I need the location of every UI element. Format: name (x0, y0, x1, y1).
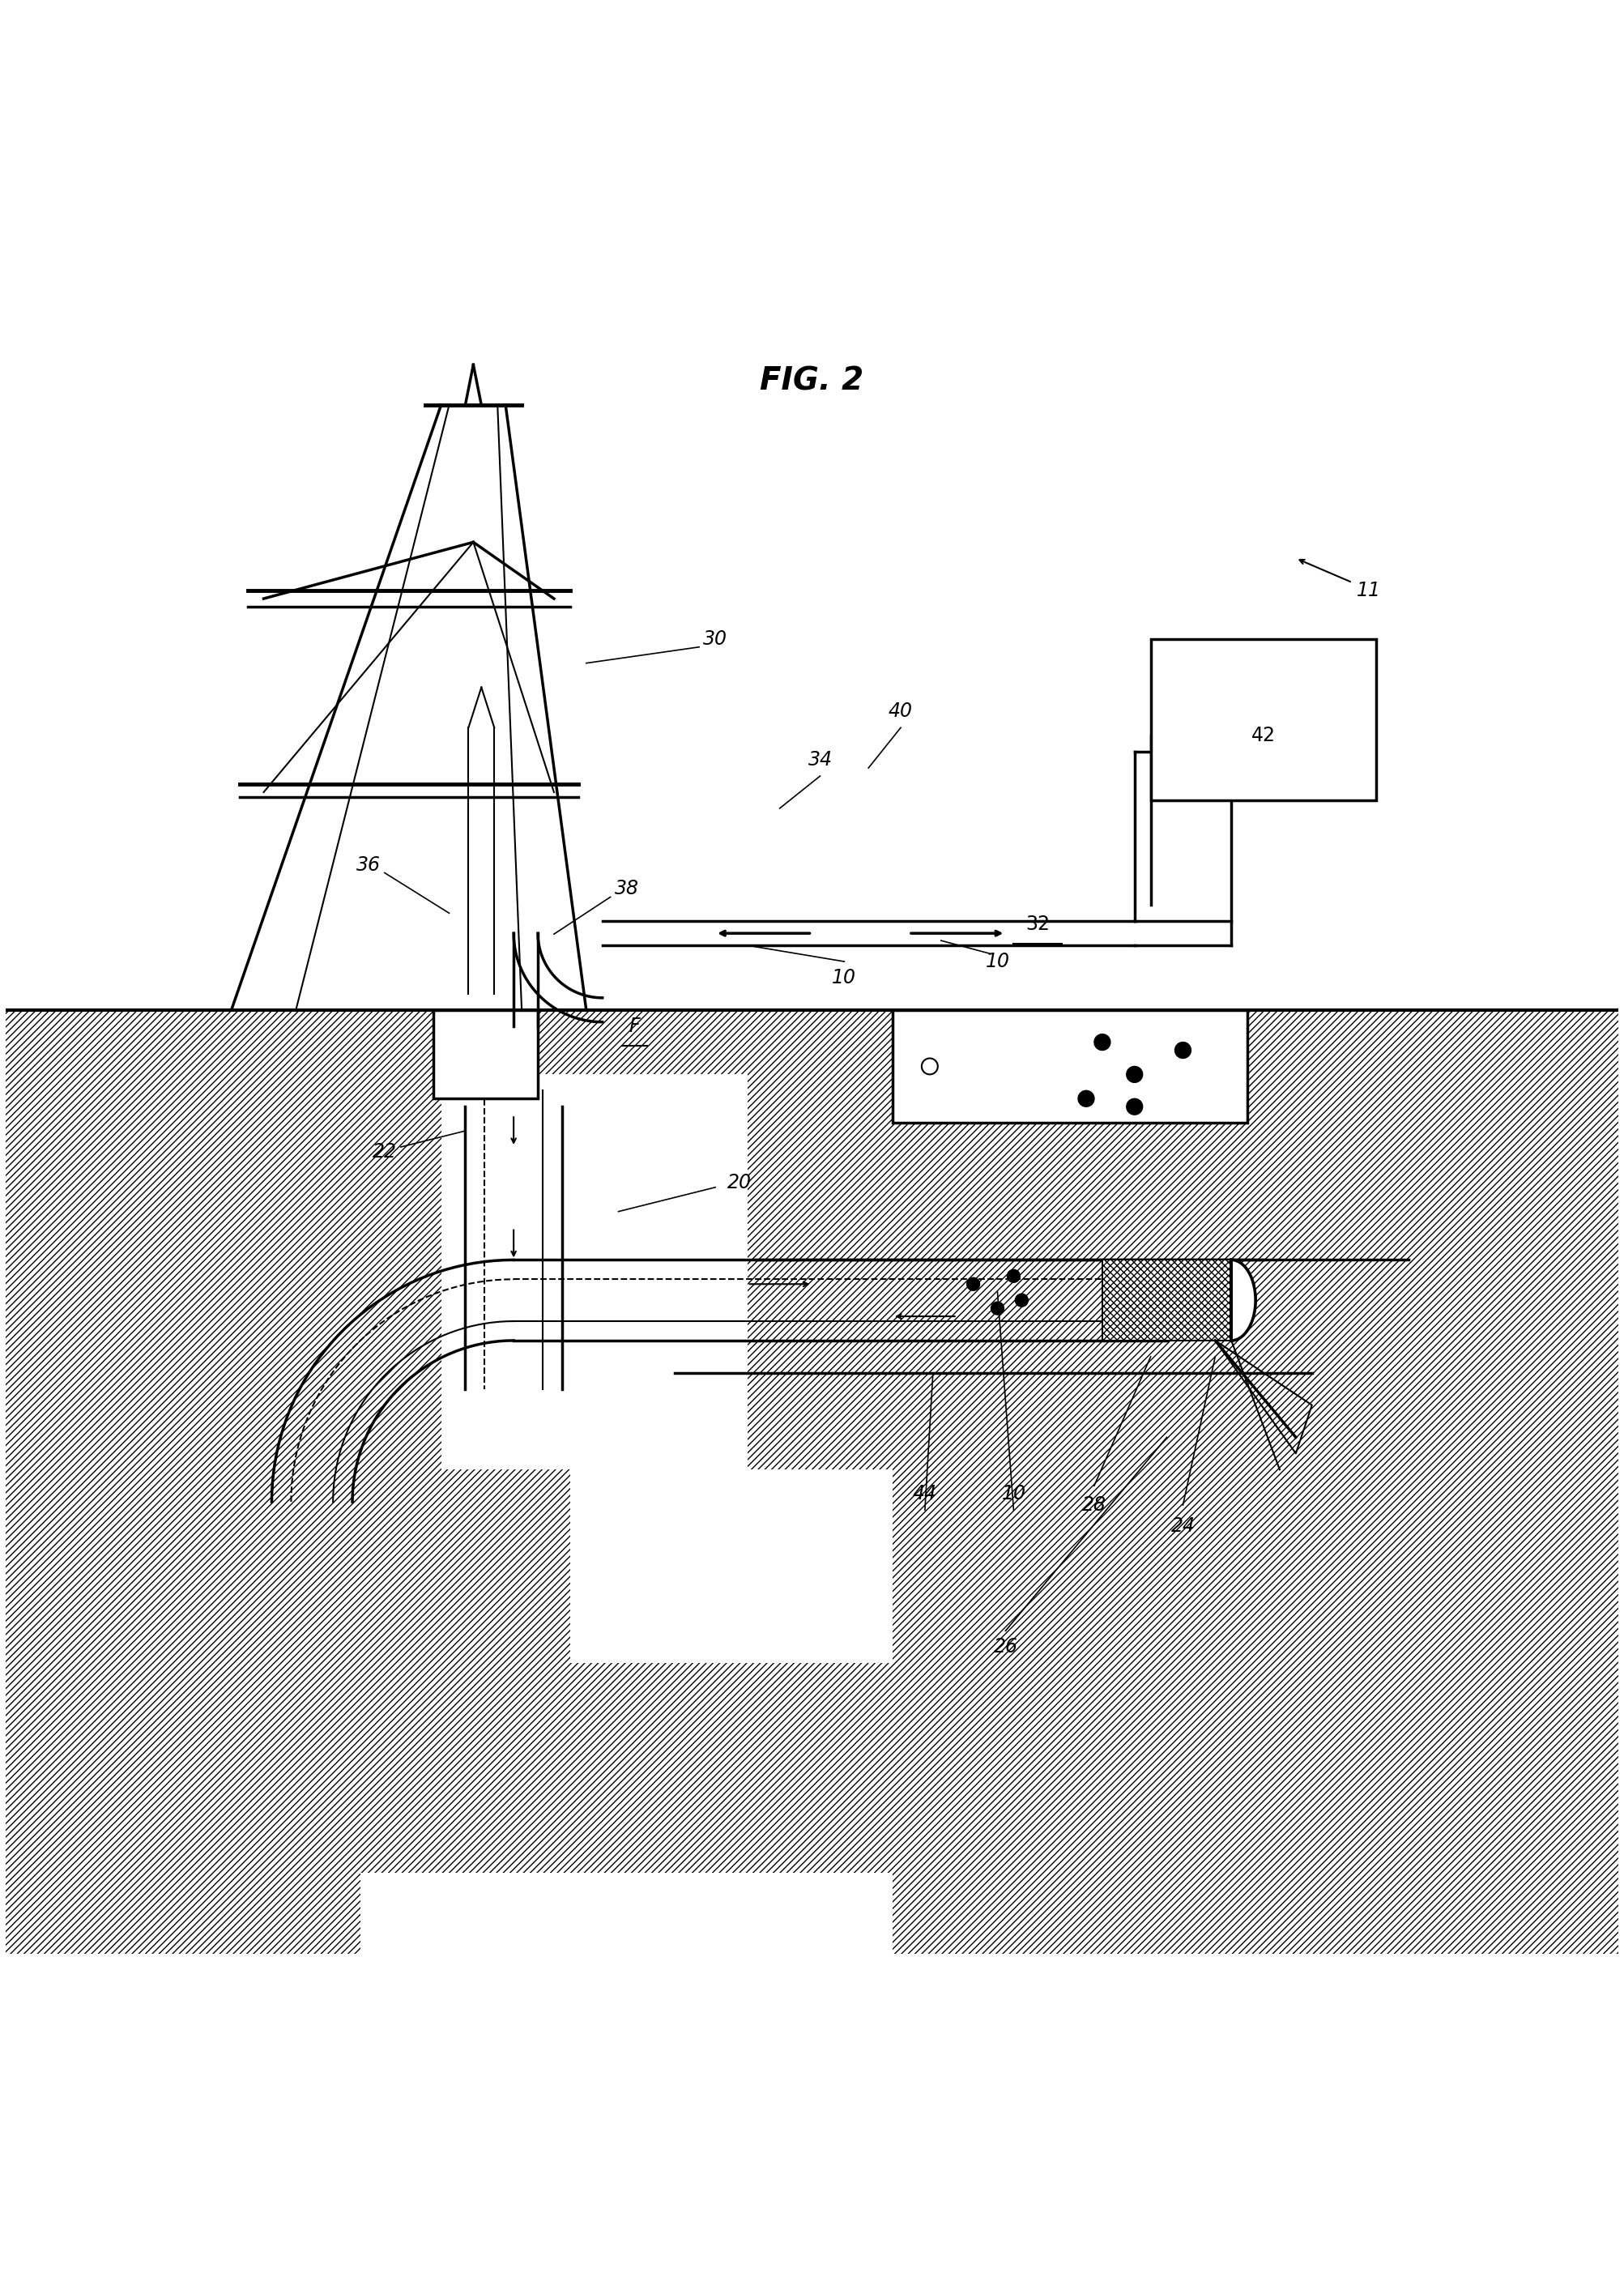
Circle shape (991, 1301, 1004, 1314)
Polygon shape (5, 1074, 442, 1470)
Polygon shape (1231, 1259, 1255, 1340)
Polygon shape (5, 1663, 570, 1872)
Circle shape (966, 1278, 979, 1292)
Polygon shape (1103, 1259, 1231, 1340)
Circle shape (1127, 1067, 1143, 1083)
Text: 10: 10 (986, 952, 1010, 970)
Text: F: F (628, 1016, 640, 1037)
Text: 22: 22 (372, 1142, 396, 1161)
Text: 30: 30 (703, 629, 728, 649)
Polygon shape (893, 1470, 1619, 1954)
Text: 20: 20 (728, 1172, 752, 1193)
Circle shape (1095, 1035, 1111, 1051)
Circle shape (1127, 1099, 1143, 1115)
Text: 34: 34 (807, 750, 831, 768)
Text: 32: 32 (1026, 915, 1051, 934)
Bar (893, 1009, 1247, 1122)
Text: 40: 40 (888, 702, 913, 720)
Polygon shape (5, 1470, 570, 1663)
Bar (434, 1009, 538, 1099)
Text: 36: 36 (356, 856, 380, 874)
Text: 42: 42 (1252, 725, 1276, 746)
Text: 10: 10 (831, 968, 856, 986)
Circle shape (1007, 1269, 1020, 1282)
Text: 28: 28 (1082, 1496, 1106, 1514)
Text: 24: 24 (1171, 1516, 1195, 1535)
Circle shape (1015, 1294, 1028, 1308)
Polygon shape (5, 1009, 1619, 1074)
Text: 44: 44 (913, 1484, 937, 1503)
Circle shape (1174, 1041, 1190, 1058)
Polygon shape (5, 1470, 361, 1954)
Bar (1151, 640, 1377, 801)
Circle shape (1078, 1090, 1095, 1106)
Polygon shape (747, 1074, 1619, 1470)
Text: FIG. 2: FIG. 2 (760, 365, 864, 397)
Text: 11: 11 (1356, 580, 1380, 601)
Text: 10: 10 (1002, 1484, 1026, 1503)
Text: 26: 26 (994, 1638, 1018, 1656)
Polygon shape (570, 1663, 1619, 1872)
Text: 38: 38 (614, 879, 638, 899)
